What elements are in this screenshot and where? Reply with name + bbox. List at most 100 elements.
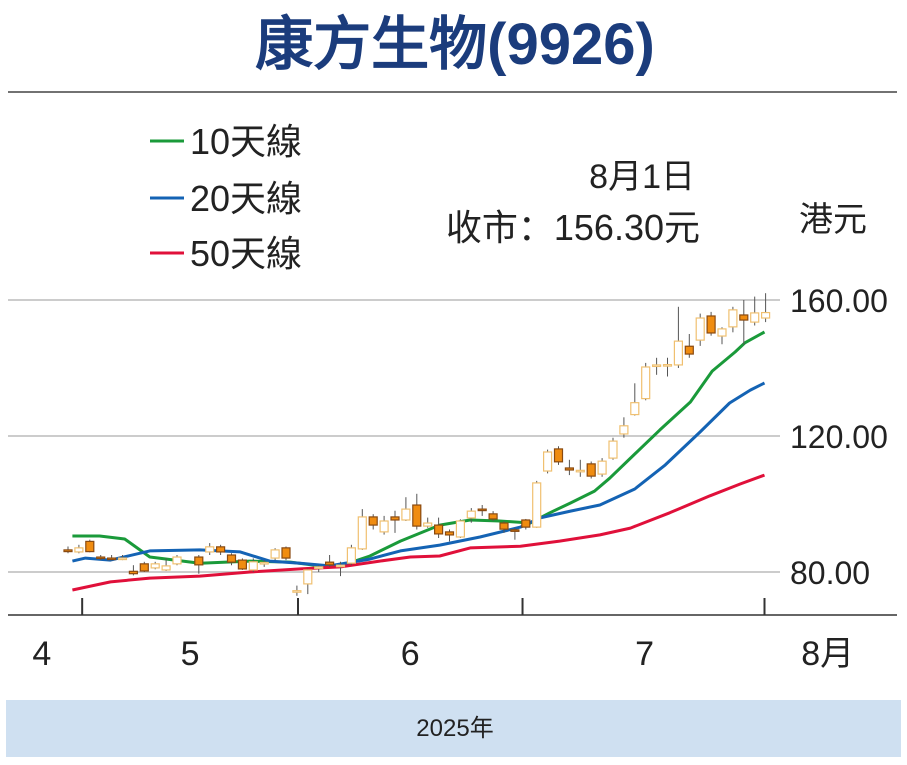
candle xyxy=(673,306,684,368)
candle xyxy=(532,480,542,528)
candle xyxy=(357,509,367,550)
candle xyxy=(74,544,84,554)
candle xyxy=(368,514,378,530)
candle xyxy=(477,505,487,516)
candle-body xyxy=(401,508,411,521)
candle-body xyxy=(619,425,629,435)
candle xyxy=(521,518,531,530)
legend-label-10: 10天線 xyxy=(190,121,302,162)
candle-body xyxy=(248,561,258,571)
candle xyxy=(150,561,160,570)
candle-body xyxy=(412,504,422,527)
candle-body xyxy=(608,440,618,459)
candles xyxy=(63,293,771,596)
candle xyxy=(564,459,575,476)
candle-body xyxy=(346,547,356,564)
candle xyxy=(281,546,291,561)
candle-body xyxy=(750,312,760,323)
annotation-date: 8月1日 xyxy=(589,158,695,196)
candle xyxy=(139,561,149,572)
candle-body xyxy=(139,563,149,572)
x-tick-label: 6 xyxy=(401,635,420,673)
candle-body xyxy=(96,556,106,560)
candle xyxy=(335,561,346,577)
candle-body xyxy=(325,561,335,566)
candle-body xyxy=(237,559,247,570)
candle-body xyxy=(597,460,607,475)
candle xyxy=(172,555,182,566)
candle-body xyxy=(532,482,542,528)
candle-body xyxy=(695,317,705,341)
grid: 160.00 120.00 80.00 xyxy=(8,283,888,591)
candle xyxy=(455,519,465,538)
candle-body xyxy=(357,516,367,550)
candle xyxy=(85,539,95,553)
candle-body xyxy=(630,402,640,416)
x-tick-label: 4 xyxy=(32,635,51,673)
candle xyxy=(314,565,324,572)
candle xyxy=(63,546,73,554)
candle-body xyxy=(281,547,291,559)
candle xyxy=(161,558,171,571)
candle-body xyxy=(368,516,378,526)
legend: 10天線 20天線 50天線 xyxy=(150,121,302,274)
x-axis: 4 5 6 7 8月 xyxy=(8,598,897,673)
annotation-close: 收市：156.30元 xyxy=(446,207,700,248)
candle xyxy=(117,555,128,561)
candle xyxy=(542,449,553,474)
moving-averages xyxy=(72,330,766,592)
x-tick-label: 8月 xyxy=(801,635,854,673)
candle-body xyxy=(379,520,389,533)
candle-body xyxy=(564,467,575,471)
candle xyxy=(760,293,771,323)
candle-body xyxy=(205,546,215,553)
legend-label-50: 50天線 xyxy=(190,233,302,274)
chart-title: 康方生物(9926) xyxy=(255,12,655,77)
candle-body xyxy=(662,364,673,367)
ma-line-10天線 xyxy=(72,330,766,568)
unit-label: 港元 xyxy=(799,201,867,239)
candle-body xyxy=(335,564,346,568)
candle xyxy=(695,313,705,346)
candle-body xyxy=(161,565,171,571)
candle xyxy=(651,357,662,375)
candle-body xyxy=(303,569,313,585)
candle-body xyxy=(553,448,564,463)
candle xyxy=(619,417,629,438)
y-tick-label: 120.00 xyxy=(790,419,888,455)
candle-body xyxy=(739,314,749,321)
candle xyxy=(750,296,760,326)
candle xyxy=(237,558,247,570)
candle-body xyxy=(521,519,531,528)
candle xyxy=(466,508,476,523)
candle-body xyxy=(106,557,117,561)
candle xyxy=(684,334,694,358)
candle-body xyxy=(226,554,237,563)
candle-body xyxy=(74,547,84,553)
candle xyxy=(510,527,520,540)
candle-body xyxy=(641,366,651,400)
candle-body xyxy=(684,345,694,355)
candle-body xyxy=(390,516,400,521)
candle-body xyxy=(455,520,465,538)
ma-line-20天線 xyxy=(72,381,766,568)
y-tick-label: 160.00 xyxy=(790,283,888,319)
candle-body xyxy=(651,364,662,368)
candle xyxy=(575,459,585,477)
candle xyxy=(488,511,498,521)
candle-body xyxy=(477,508,487,512)
candle xyxy=(259,560,269,567)
candle xyxy=(597,458,607,477)
candle xyxy=(641,362,651,401)
candle xyxy=(248,558,258,572)
candle-body xyxy=(292,590,302,593)
candle-body xyxy=(673,340,684,366)
candle-body xyxy=(444,531,455,536)
candle-body xyxy=(117,557,128,561)
ma-line-50天線 xyxy=(72,473,766,592)
candle-body xyxy=(760,311,771,319)
candle-body xyxy=(172,556,182,565)
candle xyxy=(706,311,716,336)
candle xyxy=(270,548,280,561)
candle-body xyxy=(542,451,553,472)
